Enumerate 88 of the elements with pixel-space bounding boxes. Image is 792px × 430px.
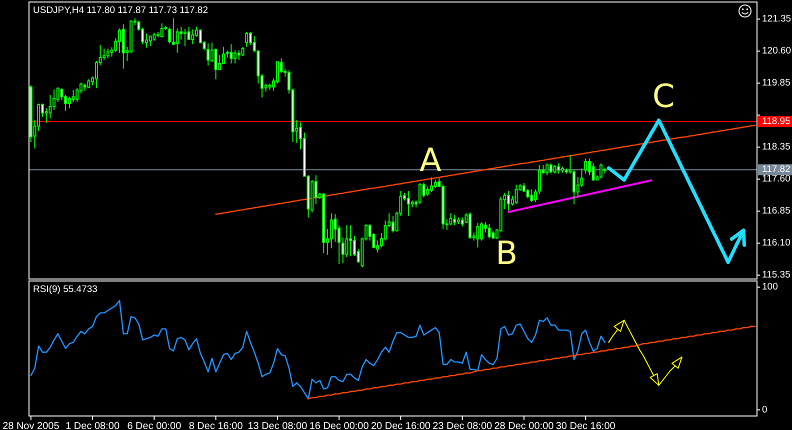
- candlestick: [406, 190, 410, 216]
- x-tick-label: 30 Dec 16:00: [556, 421, 616, 430]
- x-tick-label: 8 Dec 16:00: [188, 421, 244, 430]
- y-tick-label: 120.60: [762, 46, 792, 57]
- x-tick-label: 6 Dec 00:00: [127, 421, 182, 430]
- candlestick: [160, 22, 164, 38]
- y-tick-label: 121.35: [762, 14, 792, 25]
- candlestick: [106, 48, 110, 59]
- candlestick: [148, 36, 152, 46]
- y-tick-label: 116.85: [762, 206, 790, 217]
- candlestick: [592, 162, 595, 182]
- candlestick: [176, 28, 179, 54]
- candlestick: [118, 28, 122, 54]
- candlestick: [52, 88, 56, 110]
- candlestick: [180, 26, 183, 40]
- x-tick-label: 20 Dec 16:00: [370, 421, 431, 430]
- candlestick: [549, 162, 552, 174]
- candlestick: [534, 188, 538, 203]
- candlestick: [276, 61, 279, 84]
- line-series: [508, 179, 652, 213]
- candlestick: [349, 224, 352, 256]
- y-tick-label: 116.10: [762, 238, 790, 249]
- candlestick: [48, 94, 52, 120]
- annotation: B: [496, 234, 518, 272]
- candlestick: [426, 186, 430, 196]
- candlestick: [214, 48, 218, 80]
- candlestick: [68, 96, 71, 109]
- candlestick: [453, 214, 456, 226]
- candlestick: [600, 162, 602, 179]
- candlestick: [345, 224, 348, 258]
- candlestick: [44, 108, 48, 124]
- candlestick: [392, 215, 394, 233]
- candlestick: [418, 182, 422, 204]
- candlestick: [245, 31, 248, 48]
- candlestick: [546, 162, 549, 176]
- candlestick: [430, 176, 434, 192]
- y-tick-label: 115.35: [762, 270, 790, 281]
- line-series: [215, 124, 756, 215]
- candlestick: [122, 24, 125, 70]
- x-tick-label: 16 Dec 00:00: [309, 421, 370, 430]
- y-tick-label: 119.85: [762, 78, 790, 89]
- candlestick: [572, 170, 576, 205]
- candlestick: [241, 46, 244, 57]
- line-series: [308, 326, 756, 400]
- candlestick: [449, 212, 452, 226]
- candlestick: [237, 50, 240, 61]
- candlestick: [526, 188, 530, 199]
- ref-line-label: 118.95: [762, 116, 790, 128]
- candlestick: [530, 188, 534, 203]
- candlestick: [584, 158, 588, 174]
- x-tick-label: 28 Nov 2005: [2, 421, 60, 430]
- candlestick: [234, 50, 237, 64]
- y-tick-label: 117.60: [762, 174, 790, 185]
- candlestick: [330, 212, 333, 249]
- candlestick: [557, 162, 560, 174]
- y-tick-label: 0: [762, 404, 768, 416]
- candlestick: [507, 190, 510, 212]
- candlestick: [538, 164, 541, 195]
- x-tick-label: 13 Dec 08:00: [248, 421, 308, 430]
- candlestick: [72, 89, 75, 102]
- x-tick-label: 23 Dec 08:00: [432, 421, 493, 430]
- candlestick: [76, 88, 79, 102]
- candlestick: [172, 18, 175, 46]
- annotation: A: [420, 141, 442, 179]
- candlestick: [480, 222, 484, 242]
- candlestick: [168, 27, 172, 44]
- candlestick: [144, 33, 148, 48]
- ref-line-label: 117.82: [762, 164, 790, 176]
- candlestick: [206, 42, 210, 66]
- candlestick: [94, 60, 98, 89]
- annotation: C: [652, 76, 675, 115]
- line-series: [30, 300, 606, 400]
- x-tick-label: 1 Dec 08:00: [66, 421, 120, 430]
- candlestick: [468, 212, 472, 240]
- candlestick: [184, 28, 186, 46]
- candlestick: [191, 28, 194, 45]
- candlestick: [514, 184, 518, 204]
- y-tick-label: 118.35: [762, 142, 790, 153]
- candlestick: [488, 223, 491, 239]
- chart-title: RSI(9) 55.4733: [33, 284, 98, 295]
- candlestick: [187, 26, 190, 40]
- y-tick-label: 100: [762, 282, 778, 293]
- candlestick: [60, 88, 64, 101]
- x-tick-label: 28 Dec 00:00: [494, 421, 554, 430]
- candlestick: [102, 48, 106, 61]
- candlestick: [230, 44, 233, 64]
- chart-title: USDJPY,H4 117.80 117.87 117.73 117.82: [33, 5, 208, 16]
- candlestick: [476, 222, 480, 248]
